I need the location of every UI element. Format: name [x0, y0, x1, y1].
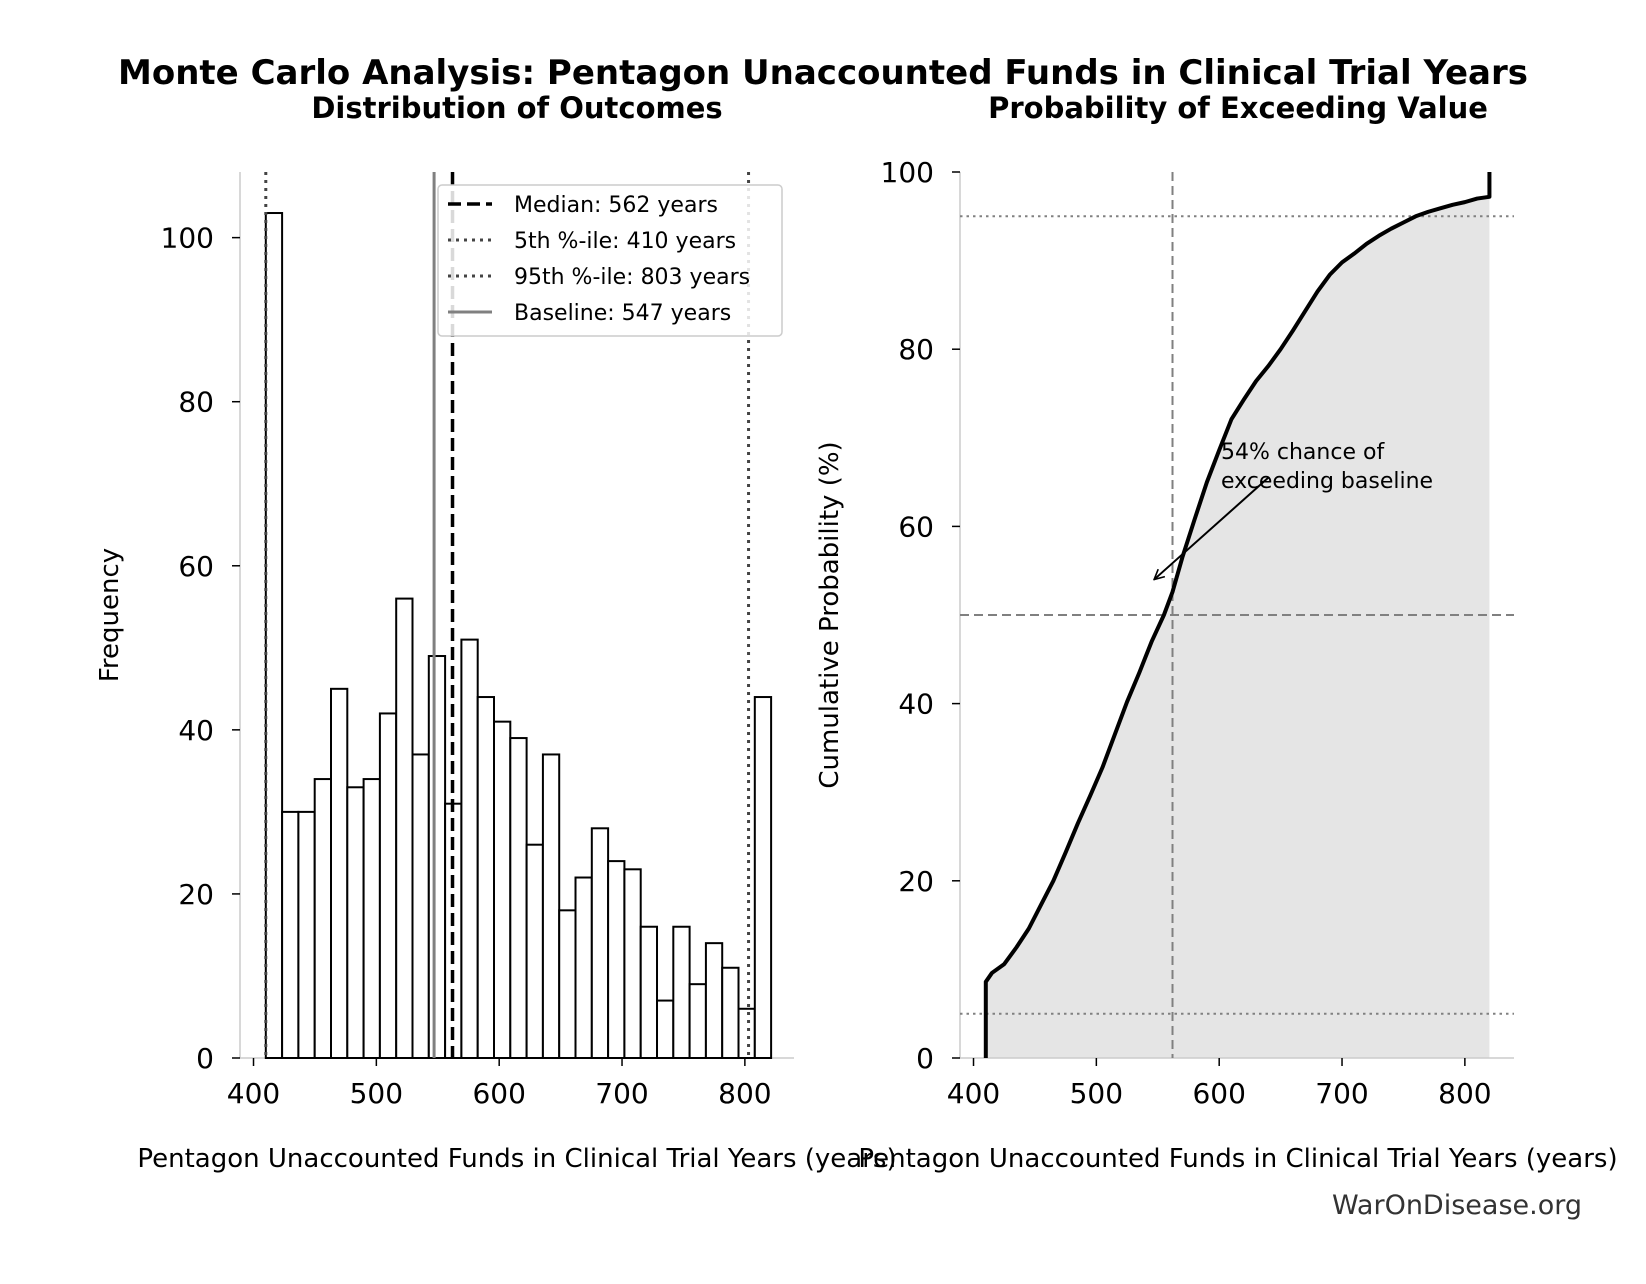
legend-baseline-label: Baseline: 547 years — [514, 301, 731, 326]
histogram-bar — [590, 827, 610, 1059]
histogram-bar — [721, 966, 740, 1060]
histogram-title: Distribution of Outcomes — [311, 91, 722, 125]
probability-y-tick-label: 60 — [898, 510, 934, 543]
histogram-bar — [281, 810, 300, 1060]
histogram-x-tick-label: 500 — [350, 1077, 403, 1110]
histogram-y-tick-label: 80 — [178, 386, 214, 419]
probability-x-tick-label: 600 — [1192, 1077, 1245, 1110]
histogram-bar — [297, 810, 316, 1060]
histogram-y-tick-label: 20 — [178, 878, 214, 911]
probability-y-tick-label: 0 — [916, 1042, 934, 1075]
histogram-legend: Median: 562 years 5th %-ile: 410 years 9… — [437, 184, 783, 337]
histogram-bar — [264, 212, 284, 1059]
histogram-bar — [623, 868, 642, 1059]
probability-x-tick-label: 500 — [1070, 1077, 1123, 1110]
histogram-panel: Distribution of Outcomes 400 500 600 700 800… — [95, 91, 897, 1174]
histogram-x-tick-label: 700 — [595, 1077, 648, 1110]
histogram-x-tick-label: 400 — [227, 1077, 280, 1110]
histogram-bar — [688, 983, 707, 1059]
histogram-y-axis-label: Frequency — [95, 548, 125, 682]
histogram-bars — [264, 212, 773, 1060]
histogram-bar — [639, 925, 659, 1059]
probability-curve — [983, 172, 1492, 1058]
histogram-x-tick-label: 600 — [472, 1077, 525, 1110]
legend-median-label: Median: 562 years — [514, 193, 718, 218]
legend-frame — [437, 184, 783, 337]
histogram-y-tick-label: 60 — [178, 550, 214, 583]
histogram-bar — [558, 909, 577, 1060]
histogram-y-tick-label: 100 — [161, 222, 214, 255]
probability-x-tick-label: 700 — [1315, 1077, 1368, 1110]
histogram-bar — [427, 655, 447, 1060]
histogram-y-tick-label: 40 — [178, 714, 214, 747]
histogram-bar — [346, 786, 365, 1060]
probability-y-tick-label: 80 — [898, 333, 934, 366]
histogram-x-axis-label: Pentagon Unaccounted Funds in Clinical T… — [137, 1144, 896, 1174]
histogram-bar — [607, 860, 626, 1059]
histogram-bar — [460, 638, 479, 1059]
histogram-bar — [362, 778, 381, 1059]
histogram-bar — [411, 753, 430, 1060]
credit-text: WarOnDisease.org — [1332, 1190, 1582, 1221]
probability-y-tick-label: 40 — [898, 688, 934, 721]
histogram-bar — [672, 925, 691, 1059]
histogram-bar — [737, 1007, 756, 1060]
probability-y-tick-label: 100 — [881, 156, 934, 189]
probability-panel: Probability of Exceeding Value 400 500 600… — [815, 91, 1618, 1174]
probability-x-axis-label: Pentagon Unaccounted Funds in Clinical T… — [858, 1144, 1617, 1174]
histogram-reference-lines — [264, 172, 751, 1058]
probability-x-tick-label: 800 — [1438, 1077, 1491, 1110]
histogram-bar — [509, 737, 528, 1059]
histogram-bar — [476, 696, 496, 1059]
probability-x-ticks: 400 500 600 700 800 — [947, 1058, 1492, 1110]
histogram-bar — [574, 876, 593, 1060]
histogram-bar — [656, 999, 675, 1060]
histogram-bar — [493, 720, 512, 1060]
histogram-bar — [330, 687, 349, 1060]
histogram-bar — [313, 778, 333, 1059]
probability-reference-lines — [960, 172, 1514, 1058]
probability-title: Probability of Exceeding Value — [988, 91, 1488, 125]
legend-p95-label: 95th %-ile: 803 years — [514, 265, 750, 290]
histogram-bar — [525, 843, 544, 1060]
probability-x-tick-label: 400 — [947, 1077, 1000, 1110]
annotation-line-2: exceeding baseline — [1221, 469, 1433, 494]
histogram-x-ticks: 400 500 600 700 800 — [227, 1058, 772, 1110]
probability-y-tick-label: 20 — [898, 865, 934, 898]
histogram-bar — [378, 712, 398, 1059]
histogram-bar — [753, 696, 773, 1059]
figure-title: Monte Carlo Analysis: Pentagon Unaccount… — [118, 53, 1528, 93]
annotation-line-1: 54% chance of — [1221, 440, 1385, 465]
histogram-x-tick-label: 800 — [718, 1077, 771, 1110]
probability-y-ticks: 0 20 40 60 80 100 — [881, 156, 960, 1075]
histogram-bar — [541, 753, 561, 1060]
annotation-arrow — [1154, 476, 1269, 580]
histogram-bar — [395, 597, 414, 1060]
histogram-bar — [704, 942, 724, 1060]
histogram-y-ticks: 0 20 40 60 80 100 — [161, 222, 240, 1075]
probability-y-axis-label: Cumulative Probability (%) — [815, 441, 845, 788]
probability-fill-area — [985, 172, 1490, 1058]
histogram-y-tick-label: 0 — [196, 1042, 214, 1075]
legend-p5-label: 5th %-ile: 410 years — [514, 229, 736, 254]
